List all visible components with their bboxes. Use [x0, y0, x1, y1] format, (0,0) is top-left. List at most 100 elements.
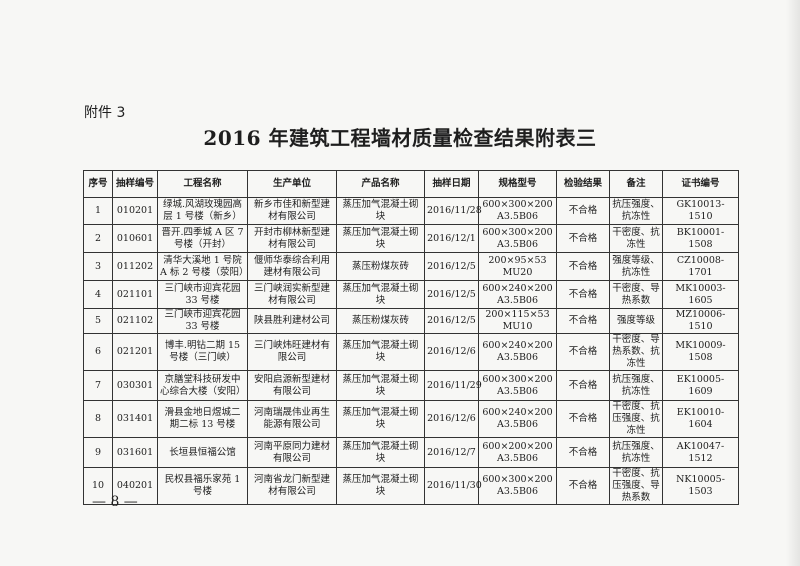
table-cell: EK10010-1604 — [662, 400, 739, 438]
table-cell: 不合格 — [556, 224, 610, 253]
table-cell: 030301 — [112, 370, 158, 401]
table-header: 序号 抽样编号 工程名称 生产单位 产品名称 抽样日期 规格型号 检验结果 备注 证书编号 — [83, 170, 739, 198]
table-cell: 蒸压加气混凝土砌块 — [336, 400, 425, 438]
table-cell: 开封市柳林新型建材有限公司 — [247, 224, 337, 253]
table-cell: 强度等级、抗冻性 — [609, 252, 663, 281]
table-cell: 新乡市佳和新型建材有限公司 — [247, 197, 337, 225]
table-cell: 民权县福乐家苑 1 号楼 — [157, 467, 248, 505]
table-cell: 抗压强度、抗冻性 — [609, 437, 663, 468]
column-header: 生产单位 — [247, 170, 337, 198]
table-cell: 干密度、导热系数 — [609, 280, 663, 309]
table-cell: MK10003-1605 — [662, 280, 739, 309]
column-header: 工程名称 — [157, 170, 248, 198]
table-cell: 200×95×53 MU20 — [478, 252, 557, 281]
table-cell: 010601 — [112, 224, 158, 253]
column-header: 产品名称 — [336, 170, 425, 198]
table-cell: 蒸压粉煤灰砖 — [336, 252, 425, 281]
table-row: 2 010601 晋开.四季城 A 区 7 号楼（开封） 开封市柳林新型建材有限公司蒸… — [83, 224, 739, 253]
table-cell: 3 — [83, 252, 113, 281]
table-cell: 011202 — [112, 252, 158, 281]
table-cell: NK10005-1503 — [662, 467, 739, 505]
page-number: — 8 — — [92, 494, 138, 510]
table-cell: 三门峡市迎宾花园 33 号楼 — [157, 280, 248, 309]
table-cell: 9 — [83, 437, 113, 468]
table-cell: 不合格 — [556, 197, 610, 225]
table-cell: 2016/11/30 — [424, 467, 482, 505]
table-cell: 干密度、抗冻性 — [609, 224, 663, 253]
table-cell: BK10001-1508 — [662, 224, 739, 253]
table-cell: 021102 — [112, 308, 158, 334]
results-table: 序号 抽样编号 工程名称 生产单位 产品名称 抽样日期 规格型号 检验结果 备注 证书编号 1 01… — [83, 170, 739, 505]
table-cell: 不合格 — [556, 437, 610, 468]
table-cell: 不合格 — [556, 333, 610, 371]
table-cell: 长垣县恒福公馆 — [157, 437, 248, 468]
table-row: 10 040201 民权县福乐家苑 1 号楼 河南省龙门新型建材有限公司 蒸压加气混凝土… — [83, 467, 739, 505]
table-cell: 7 — [83, 370, 113, 401]
table-cell: 2016/12/5 — [424, 308, 479, 334]
table-cell: 河南平原同力建材有限公司 — [247, 437, 337, 468]
table-cell: 031401 — [112, 400, 158, 438]
column-header: 证书编号 — [662, 170, 739, 198]
table-cell: MK10009-1508 — [662, 333, 739, 371]
column-header: 备注 — [609, 170, 663, 198]
table-cell: 600×300×200 A3.5B06 — [478, 467, 557, 505]
table-cell: 三门峡炜旺建材有限公司 — [247, 333, 337, 371]
table-cell: 蒸压加气混凝土砌块 — [336, 224, 425, 253]
table-cell: 10 — [83, 467, 113, 505]
table-cell: 5 — [83, 308, 113, 334]
column-header: 规格型号 — [478, 170, 557, 198]
table-cell: 蒸压加气混凝土砌块 — [336, 467, 425, 505]
table-cell: AK10047-1512 — [662, 437, 739, 468]
table-cell: 600×300×200 A3.5B06 — [478, 197, 557, 225]
table-cell: 干密度、导热系数、抗冻性 — [609, 333, 663, 371]
table-cell: 600×300×200 A3.5B06 — [478, 224, 557, 253]
table-cell: 4 — [83, 280, 113, 309]
table-cell: 安阳启源新型建材有限公司 — [247, 370, 337, 401]
table-cell: 偃师华泰综合利用建材有限公司 — [247, 252, 337, 281]
table-cell: 2 — [83, 224, 113, 253]
table-cell: 2016/11/28 — [424, 197, 482, 225]
table-row: 5 021102 三门峡市迎宾花园 33 号楼 陕县胜利建材公司 蒸压粉煤灰砖 2016/… — [83, 308, 739, 334]
table-cell: MZ10006-1510 — [662, 308, 739, 334]
table-cell: 600×200×200 A3.5B06 — [478, 437, 557, 468]
table-cell: 010201 — [112, 197, 158, 225]
table-cell: 021201 — [112, 333, 158, 371]
table-cell: 6 — [83, 333, 113, 371]
table-row: 6 021201 博丰.明钻二期 15 号楼（三门峡） 三门峡炜旺建材有限公司 蒸压加气… — [83, 333, 739, 371]
table-cell: 滑县金地日煜城二期二标 13 号楼 — [157, 400, 248, 438]
table-cell: 1 — [83, 197, 113, 225]
table-cell: 蒸压加气混凝土砌块 — [336, 280, 425, 309]
column-header: 抽样编号 — [112, 170, 158, 198]
table-cell: 三门峡润实新型建材有限公司 — [247, 280, 337, 309]
attachment-label: 附件 3 — [84, 105, 126, 121]
table-cell: 600×240×200 A3.5B06 — [478, 333, 557, 371]
table-cell: 陕县胜利建材公司 — [247, 308, 337, 334]
table-row: 4 021101 三门峡市迎宾花园 33 号楼 三门峡润实新型建材有限公司 蒸压加气混凝… — [83, 280, 739, 309]
column-header: 抽样日期 — [424, 170, 479, 198]
table-cell: 不合格 — [556, 252, 610, 281]
table-cell: 博丰.明钻二期 15 号楼（三门峡） — [157, 333, 248, 371]
table-cell: 600×240×200 A3.5B06 — [478, 400, 557, 438]
table-cell: 三门峡市迎宾花园 33 号楼 — [157, 308, 248, 334]
table-cell: 干密度、抗压强度、导热系数 — [609, 467, 663, 505]
table-cell: 抗压强度、抗冻性 — [609, 197, 663, 225]
table-cell: 8 — [83, 400, 113, 438]
table-cell: 031601 — [112, 437, 158, 468]
table-cell: GK10013-1510 — [662, 197, 739, 225]
table-cell: 干密度、抗压强度、抗冻性 — [609, 400, 663, 438]
table-row: 3 011202 清华大溪地 1 号院 A 标 2 号楼（荥阳） 偃师华泰综合利用建材… — [83, 252, 739, 281]
table-cell: 绿城.风湖玫瑰园高层 1 号楼（新乡） — [157, 197, 248, 225]
table-cell: 晋开.四季城 A 区 7 号楼（开封） — [157, 224, 248, 253]
table-cell: 2016/12/6 — [424, 333, 479, 371]
table-cell: 不合格 — [556, 370, 610, 401]
table-cell: 2016/12/1 — [424, 224, 479, 253]
table-cell: 2016/12/6 — [424, 400, 479, 438]
table-cell: 不合格 — [556, 467, 610, 505]
table-cell: 不合格 — [556, 400, 610, 438]
table-cell: 强度等级 — [609, 308, 663, 334]
table-row: 7 030301 京膳堂科技研发中心综合大楼（安阳） 安阳启源新型建材有限公司 蒸压加气… — [83, 370, 739, 401]
column-header: 序号 — [83, 170, 113, 198]
table-row: 8 031401 滑县金地日煜城二期二标 13 号楼 河南瑞晟伟业再生能源有限公司 蒸压… — [83, 400, 739, 438]
column-header: 检验结果 — [556, 170, 610, 198]
table-cell: 2016/12/7 — [424, 437, 479, 468]
